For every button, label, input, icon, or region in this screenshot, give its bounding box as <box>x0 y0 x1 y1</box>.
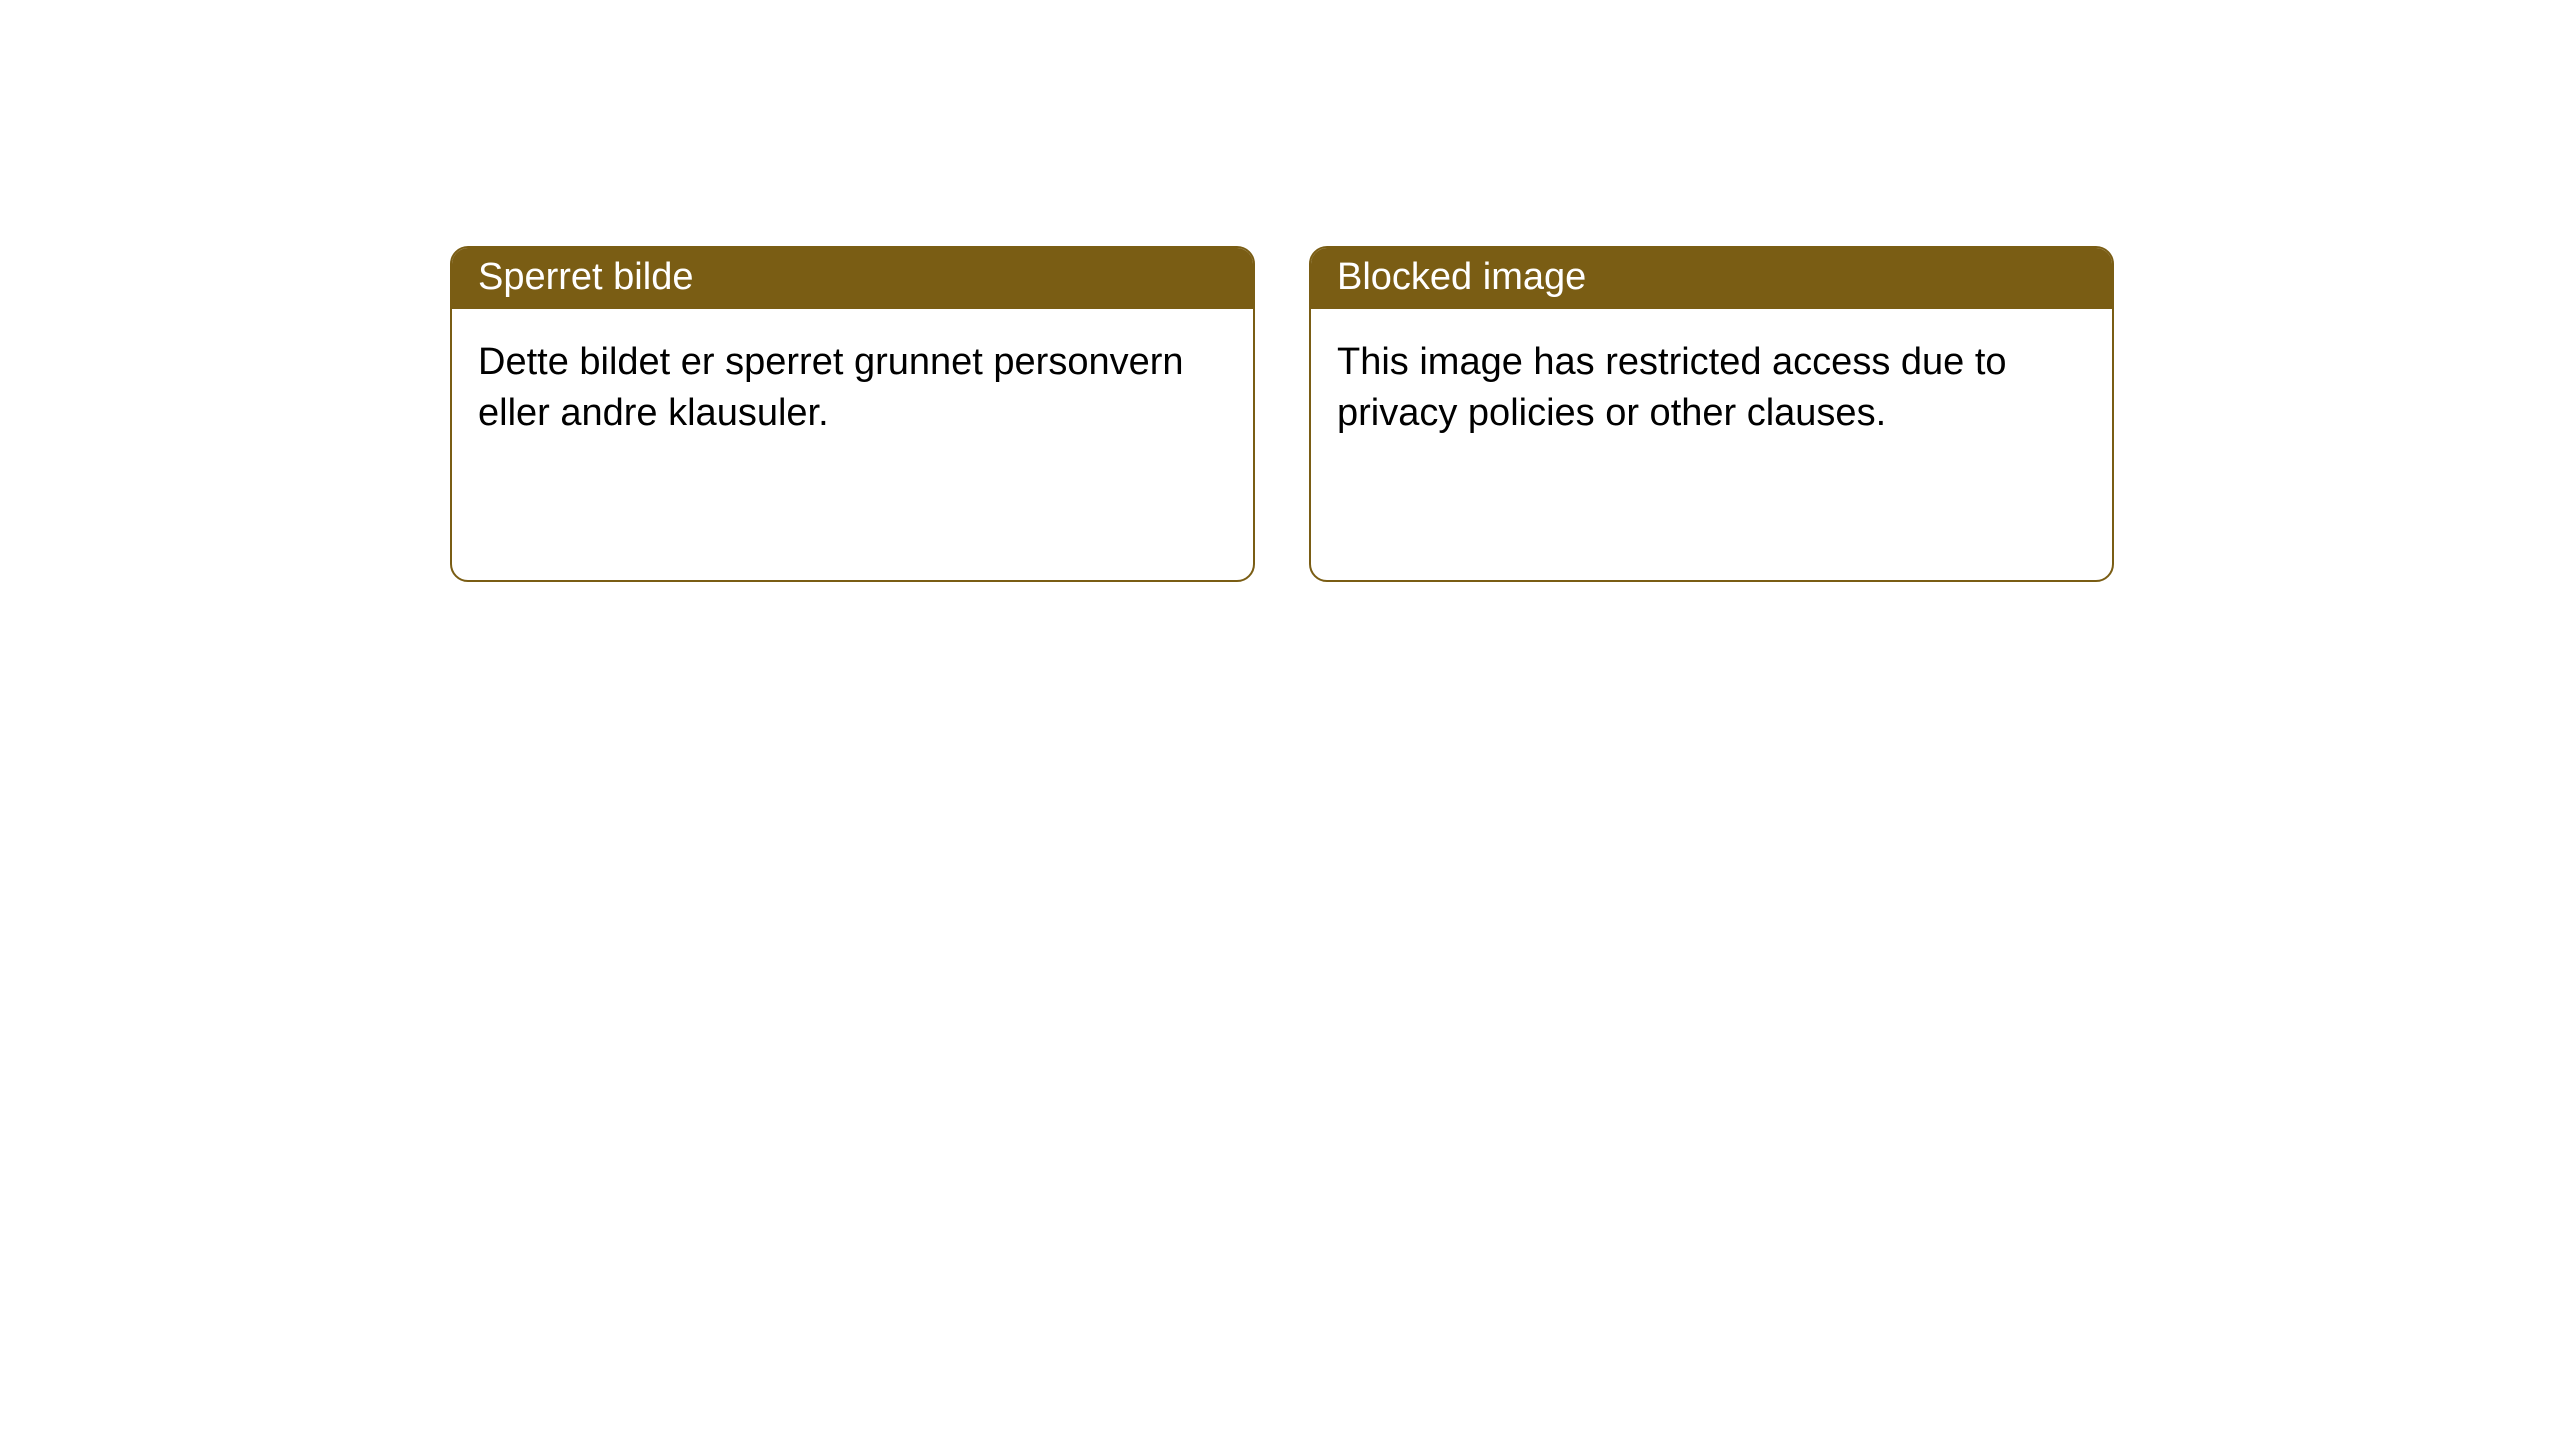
notice-container: Sperret bilde Dette bildet er sperret gr… <box>0 0 2560 582</box>
notice-body-text-en: This image has restricted access due to … <box>1337 341 2007 434</box>
notice-body-text-no: Dette bildet er sperret grunnet personve… <box>478 341 1184 434</box>
notice-body-en: This image has restricted access due to … <box>1311 309 2112 468</box>
notice-card-no: Sperret bilde Dette bildet er sperret gr… <box>450 246 1255 582</box>
notice-card-en: Blocked image This image has restricted … <box>1309 246 2114 582</box>
notice-body-no: Dette bildet er sperret grunnet personve… <box>452 309 1253 468</box>
notice-title-no: Sperret bilde <box>478 256 693 299</box>
notice-title-en: Blocked image <box>1337 256 1586 299</box>
notice-header-en: Blocked image <box>1311 248 2112 309</box>
notice-header-no: Sperret bilde <box>452 248 1253 309</box>
